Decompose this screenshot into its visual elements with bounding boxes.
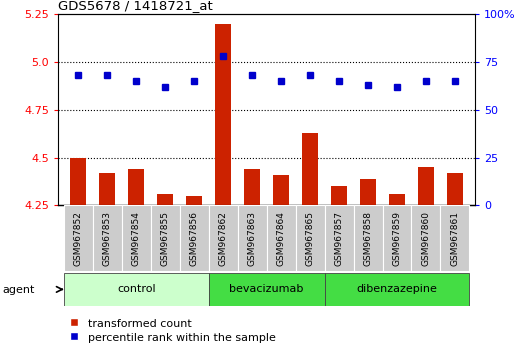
FancyBboxPatch shape: [151, 205, 180, 271]
FancyBboxPatch shape: [411, 205, 440, 271]
Text: GSM967861: GSM967861: [450, 211, 459, 266]
Legend: transformed count, percentile rank within the sample: transformed count, percentile rank withi…: [64, 314, 280, 347]
Bar: [244, 169, 260, 205]
FancyBboxPatch shape: [64, 205, 93, 271]
FancyBboxPatch shape: [209, 273, 325, 306]
Text: GSM967854: GSM967854: [132, 211, 141, 266]
Bar: [215, 24, 231, 205]
Text: GSM967864: GSM967864: [277, 211, 286, 266]
FancyBboxPatch shape: [296, 205, 325, 271]
Text: GSM967853: GSM967853: [103, 211, 112, 266]
Text: GSM967865: GSM967865: [306, 211, 315, 266]
FancyBboxPatch shape: [180, 205, 209, 271]
Bar: [186, 196, 202, 205]
Text: control: control: [117, 284, 156, 295]
FancyBboxPatch shape: [382, 205, 411, 271]
FancyBboxPatch shape: [354, 205, 382, 271]
Text: GSM967862: GSM967862: [219, 211, 228, 266]
FancyBboxPatch shape: [238, 205, 267, 271]
Bar: [331, 186, 347, 205]
Text: GSM967857: GSM967857: [335, 211, 344, 266]
Bar: [302, 133, 318, 205]
FancyBboxPatch shape: [122, 205, 151, 271]
Text: GSM967856: GSM967856: [190, 211, 199, 266]
Bar: [157, 194, 173, 205]
Bar: [389, 194, 405, 205]
FancyBboxPatch shape: [440, 205, 469, 271]
Text: dibenzazepine: dibenzazepine: [356, 284, 437, 295]
Text: GSM967855: GSM967855: [161, 211, 170, 266]
Text: agent: agent: [3, 285, 35, 295]
FancyBboxPatch shape: [325, 273, 469, 306]
FancyBboxPatch shape: [64, 273, 209, 306]
Text: GSM967852: GSM967852: [74, 211, 83, 266]
Bar: [128, 169, 144, 205]
FancyBboxPatch shape: [209, 205, 238, 271]
FancyBboxPatch shape: [325, 205, 354, 271]
Text: GSM967860: GSM967860: [421, 211, 430, 266]
Bar: [447, 173, 463, 205]
Text: GSM967859: GSM967859: [392, 211, 401, 266]
Bar: [273, 175, 289, 205]
Text: GDS5678 / 1418721_at: GDS5678 / 1418721_at: [58, 0, 213, 12]
FancyBboxPatch shape: [267, 205, 296, 271]
FancyBboxPatch shape: [93, 205, 122, 271]
Text: GSM967863: GSM967863: [248, 211, 257, 266]
Bar: [418, 167, 434, 205]
Bar: [70, 158, 86, 205]
Text: bevacizumab: bevacizumab: [230, 284, 304, 295]
Bar: [99, 173, 115, 205]
Bar: [360, 178, 376, 205]
Text: GSM967858: GSM967858: [363, 211, 373, 266]
